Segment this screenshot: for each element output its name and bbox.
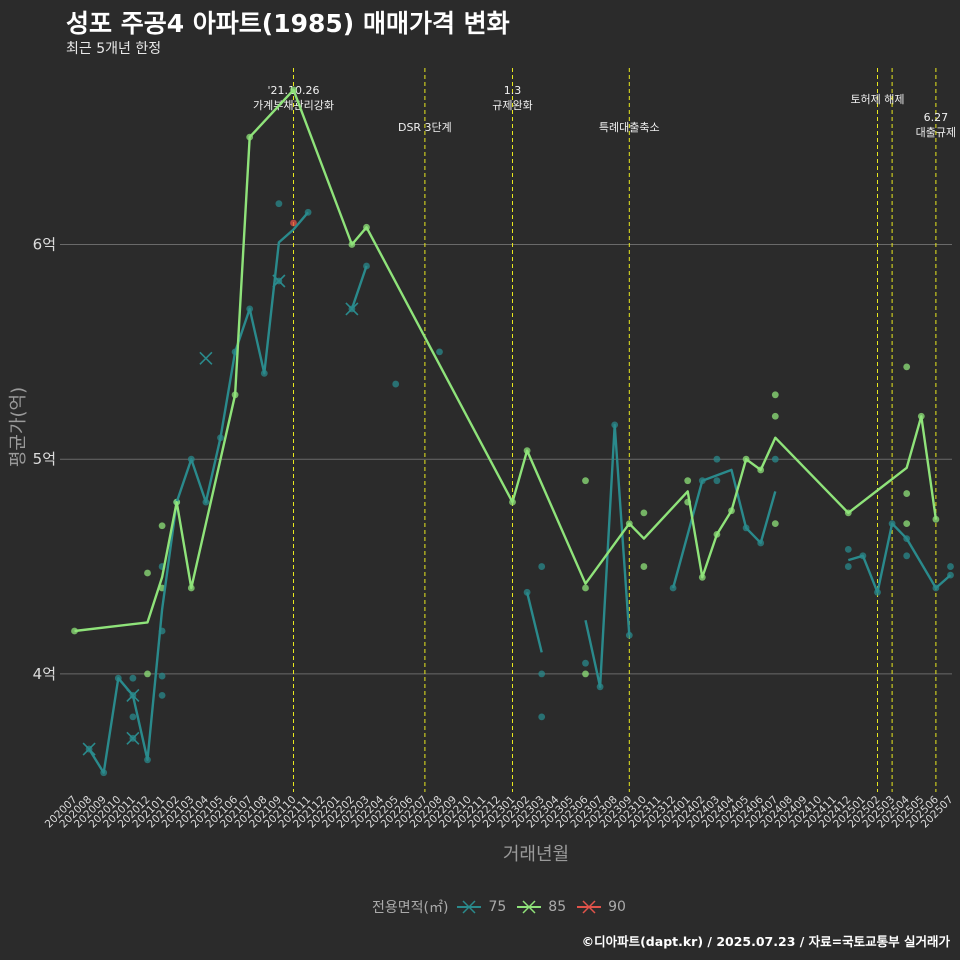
- point-75: [129, 713, 137, 721]
- point-75: [275, 200, 283, 208]
- point-85: [640, 563, 648, 570]
- point-85: [903, 490, 911, 497]
- point-75: [392, 380, 400, 388]
- point-75: [713, 455, 721, 463]
- legend-item-85: 85: [516, 899, 566, 915]
- y-axis-label: 평균가(억): [8, 387, 29, 467]
- point-85: [903, 520, 911, 528]
- cross-marker-75: [345, 302, 359, 316]
- point-75: [669, 584, 677, 592]
- series-line-75: [525, 592, 543, 653]
- point-75: [538, 670, 546, 678]
- series-line-75: [88, 211, 310, 774]
- chart-title: 성포 주공4 아파트(1985) 매매가격 변화: [66, 9, 510, 38]
- chart-subtitle: 최근 5개년 한정: [66, 41, 162, 57]
- series-line-75: [847, 522, 952, 594]
- point-75: [436, 348, 443, 356]
- legend-label-85: 85: [548, 899, 567, 915]
- point-85: [932, 515, 940, 523]
- point-85: [771, 520, 779, 528]
- point-75: [582, 659, 589, 667]
- point-75: [844, 545, 852, 553]
- y-tick-label: 4억: [33, 665, 56, 683]
- legend-title: 전용면적(㎡): [372, 900, 449, 916]
- event-label: 1.3: [504, 84, 522, 97]
- point-85: [144, 569, 151, 577]
- point-75: [158, 672, 166, 680]
- y-tick-label: 5억: [33, 450, 56, 468]
- source-footer: ©디아파트(dapt.kr) / 2025.07.23 / 자료=국토교통부 실…: [581, 934, 950, 949]
- series-line-75: [350, 265, 368, 310]
- cross-marker-75: [126, 731, 140, 745]
- point-90: [290, 219, 297, 227]
- point-75: [903, 552, 911, 560]
- legend-label-75: 75: [488, 899, 507, 915]
- event-label: DSR 3단계: [398, 121, 452, 134]
- point-85: [684, 477, 692, 485]
- event-label: 특례대출축소: [599, 121, 660, 134]
- event-label: 토허제 해제: [850, 92, 904, 106]
- legend-item-90: 90: [576, 899, 626, 915]
- legend-label-90: 90: [608, 899, 626, 915]
- point-75: [947, 563, 954, 570]
- legend-item-75: 75: [456, 899, 506, 915]
- point-75: [844, 563, 852, 570]
- point-85: [903, 363, 911, 371]
- point-75: [713, 477, 721, 485]
- y-tick-label: 6억: [33, 236, 56, 254]
- event-label: 6.27: [924, 111, 949, 124]
- cross-marker-75: [126, 688, 140, 702]
- event-label: 가계부채관리강화: [253, 99, 334, 112]
- series-line-75: [584, 423, 631, 688]
- legend: 전용면적(㎡) 75 85 90: [372, 897, 636, 917]
- point-85: [158, 522, 166, 530]
- event-label: 대출규제: [916, 126, 956, 139]
- point-75: [771, 455, 779, 463]
- point-85: [582, 670, 589, 678]
- series-line-75: [671, 468, 777, 589]
- point-75: [158, 691, 166, 699]
- x-axis-label: 거래년월: [503, 844, 569, 865]
- cross-marker-75: [199, 351, 213, 365]
- point-75: [538, 713, 546, 721]
- series-line-85: [74, 88, 938, 633]
- point-85: [771, 391, 779, 399]
- event-label: 규제완화: [492, 99, 532, 112]
- cross-marker-75: [82, 742, 96, 756]
- point-85: [144, 670, 151, 678]
- point-85: [771, 412, 779, 420]
- point-75: [538, 563, 546, 570]
- cross-marker-75: [272, 274, 286, 288]
- point-85: [640, 509, 648, 517]
- point-85: [582, 477, 589, 485]
- point-85: [582, 584, 589, 592]
- point-75: [129, 674, 137, 682]
